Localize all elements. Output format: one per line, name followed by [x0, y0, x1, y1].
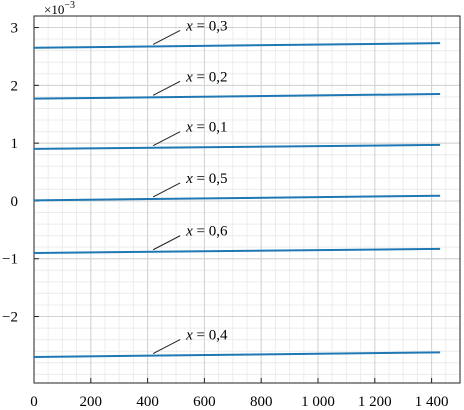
annotation-variable: x — [185, 171, 193, 187]
annotation-leader-line — [152, 131, 181, 147]
series-line — [33, 93, 441, 100]
series-line — [33, 143, 441, 150]
series-annotation-label: x = 0,1 — [185, 120, 227, 136]
x-tick-label: 400 — [136, 394, 159, 410]
x-tick-label: 1 000 — [301, 394, 335, 410]
annotation-value: = 0,2 — [193, 69, 228, 85]
x-tick-label: 0 — [30, 394, 38, 410]
series — [33, 42, 441, 358]
x-tick-label: 1 400 — [415, 394, 449, 410]
series-annotation-label: x = 0,2 — [185, 69, 227, 85]
x-tick-label: 600 — [193, 394, 216, 410]
annotation-variable: x — [185, 69, 193, 85]
annotation-variable: x — [185, 18, 193, 34]
annotation-leader-line — [152, 339, 181, 355]
series-line — [33, 247, 441, 254]
annotation-leader-line — [152, 80, 181, 96]
series-annotation-label: x = 0,4 — [185, 328, 228, 344]
y-tick-label: 0 — [11, 194, 19, 210]
series-annotation-label: x = 0,6 — [185, 224, 228, 240]
annotation-value: = 0,3 — [193, 18, 228, 34]
annotation-leader-line — [152, 235, 181, 251]
annotation-leader-line — [152, 182, 181, 198]
annotation-value: = 0,1 — [193, 120, 228, 136]
annotation-value: = 0,4 — [193, 328, 228, 344]
y-tick-label: 1 — [11, 136, 19, 152]
grid — [33, 16, 461, 383]
series-line — [33, 42, 441, 49]
y-tick-label: −2 — [2, 310, 18, 326]
series-line — [33, 194, 441, 202]
annotation-value: = 0,6 — [193, 224, 228, 240]
annotation-value: = 0,5 — [193, 171, 228, 187]
x-tick-label: 800 — [250, 394, 273, 410]
y-multiplier-exponent: −3 — [64, 0, 75, 11]
series-line — [33, 351, 441, 358]
y-tick-label: −1 — [2, 252, 18, 268]
series-annotation-label: x = 0,5 — [185, 171, 227, 187]
series-annotation-label: x = 0,3 — [185, 18, 227, 34]
annotations: x = 0,3x = 0,2x = 0,1x = 0,5x = 0,6x = 0… — [152, 18, 228, 355]
y-multiplier-base: ×10 — [44, 2, 64, 17]
x-tick-label: 200 — [80, 394, 103, 410]
y-tick-label: 3 — [11, 21, 19, 37]
x-tick-label: 1 200 — [358, 394, 392, 410]
y-tick-label: 2 — [11, 78, 19, 94]
tick-labels: 0 200 400 600 800 1 000 1 200 1 400 3 2 1 0 −1 −2 — [2, 21, 448, 410]
annotation-variable: x — [185, 224, 193, 240]
annotation-variable: x — [185, 120, 193, 136]
y-axis-multiplier: ×10−3 — [44, 0, 75, 17]
annotation-leader-line — [152, 29, 181, 45]
annotation-variable: x — [185, 328, 193, 344]
